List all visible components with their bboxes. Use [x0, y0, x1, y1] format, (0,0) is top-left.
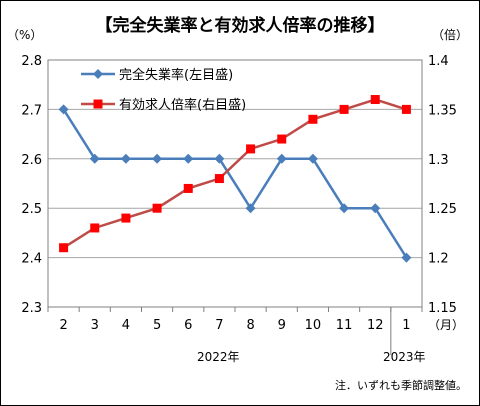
series-2-point	[370, 95, 380, 105]
year-label-2023: 2023年	[383, 350, 426, 364]
right-tick-label: 1.2	[428, 252, 449, 267]
series-1-point	[58, 104, 69, 115]
right-tick-label: 1.3	[428, 153, 449, 168]
series-line-1	[62, 108, 408, 259]
series-1-point	[214, 153, 225, 164]
x-tick-label: 9	[278, 318, 286, 333]
x-tick-label: 1	[402, 318, 410, 333]
left-tick-label: 2.7	[21, 103, 42, 118]
series-2-point	[90, 223, 100, 233]
x-tick-label: 12	[367, 318, 384, 333]
series-1-point	[245, 203, 256, 214]
left-tick-label: 2.8	[21, 54, 42, 69]
series-2-point	[277, 134, 287, 144]
x-tick-label: 3	[91, 318, 99, 333]
series-2-point	[308, 114, 318, 124]
series-1-point	[276, 153, 287, 164]
series-1-point	[339, 203, 350, 214]
right-tick-label: 1.15	[428, 301, 457, 316]
x-tick-label: 7	[215, 318, 223, 333]
right-tick-label: 1.4	[428, 54, 449, 69]
series-2-point	[152, 203, 162, 213]
legend-label-1: 完全失業率(左目盛)	[119, 67, 233, 83]
x-tick-label: 2	[59, 318, 67, 333]
right-axis-unit: （倍）	[432, 28, 469, 42]
right-tick-label: 1.35	[428, 103, 457, 118]
left-axis-unit: （%）	[7, 28, 43, 42]
series-1-point	[89, 153, 100, 164]
series-2-point	[59, 243, 69, 253]
x-tick-label: 5	[153, 318, 161, 333]
x-tick-label: 11	[336, 318, 353, 333]
left-tick-label: 2.3	[21, 301, 42, 316]
series-2-point	[401, 104, 411, 114]
series-2-point	[339, 104, 349, 114]
footnote: 注．いずれも季節調整値。	[335, 379, 467, 392]
left-tick-label: 2.4	[21, 252, 42, 267]
series-1-point	[152, 153, 163, 164]
series-2-point	[121, 213, 131, 223]
series-1-point	[307, 153, 318, 164]
series-1-point	[370, 203, 381, 214]
x-tick-label: 8	[246, 318, 254, 333]
series-1-point	[183, 153, 194, 164]
left-tick-label: 2.6	[21, 153, 42, 168]
legend-marker-2	[93, 99, 103, 109]
series-2-point	[214, 174, 224, 184]
left-tick-label: 2.5	[21, 202, 42, 217]
x-tick-label: 6	[184, 318, 192, 333]
year-label-2022: 2022年	[197, 350, 240, 364]
series-1-point	[120, 153, 131, 164]
chart-title: 【完全失業率と有効求人倍率の推移】	[95, 16, 385, 36]
x-tick-label: 4	[122, 318, 130, 333]
series-2-point	[183, 183, 193, 193]
series-1-point	[401, 252, 412, 263]
x-axis-unit: （月）	[428, 318, 464, 332]
legend-label-2: 有効求人倍率(右目盛)	[119, 97, 246, 113]
series-2-point	[246, 144, 256, 154]
x-tick-label: 10	[305, 318, 322, 333]
right-tick-label: 1.25	[428, 202, 457, 217]
series-line-2	[62, 98, 407, 249]
legend-marker-1	[93, 69, 103, 79]
